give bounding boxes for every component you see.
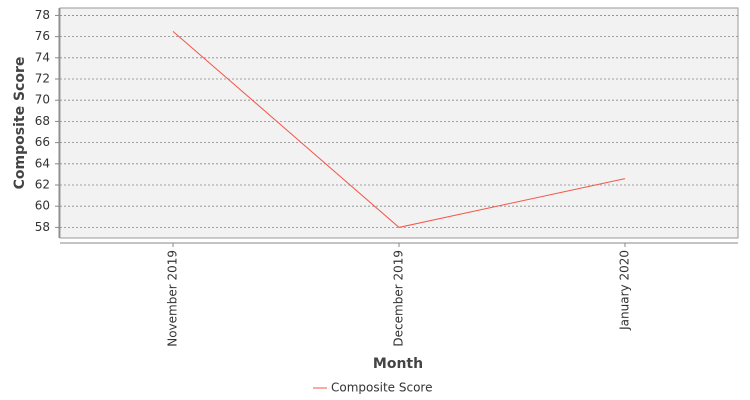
y-tick-label: 60 bbox=[35, 199, 50, 213]
x-tick-label: November 2019 bbox=[166, 250, 180, 347]
y-tick-label: 74 bbox=[35, 50, 50, 64]
y-axis-title: Composite Score bbox=[12, 57, 28, 190]
y-tick-label: 76 bbox=[35, 29, 50, 43]
y-tick-label: 64 bbox=[35, 156, 50, 170]
y-tick-label: 68 bbox=[35, 114, 50, 128]
y-tick-label: 72 bbox=[35, 72, 50, 86]
data-line bbox=[172, 30, 626, 228]
y-tick-label: 66 bbox=[35, 135, 50, 149]
y-tick-label: 62 bbox=[35, 178, 50, 192]
plot-area bbox=[59, 7, 739, 239]
x-tick-label: December 2019 bbox=[392, 250, 406, 347]
legend-label: Composite Score bbox=[331, 381, 432, 395]
x-axis-title: Month bbox=[373, 356, 423, 372]
legend: Composite Score bbox=[313, 381, 432, 395]
y-tick-label: 58 bbox=[35, 220, 50, 234]
y-tick-label: 70 bbox=[35, 93, 50, 107]
x-tick-label: January 2020 bbox=[618, 250, 632, 331]
y-tick-label: 78 bbox=[35, 8, 50, 22]
